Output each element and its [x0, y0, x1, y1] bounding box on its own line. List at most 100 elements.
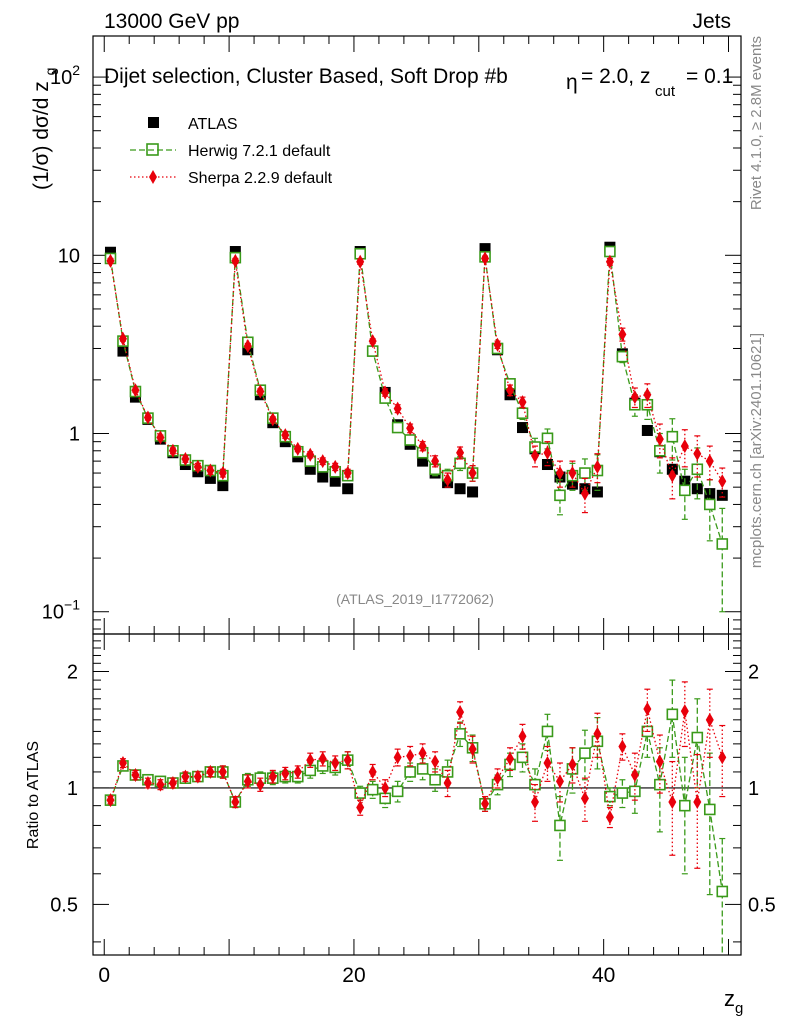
header-jets: Jets: [692, 10, 731, 33]
sherpa-point: [281, 428, 290, 443]
ratio-y-tick-label: 1: [67, 778, 78, 800]
sherpa-point: [555, 466, 564, 481]
sherpa-ratio-point: [580, 791, 589, 806]
legend-herwig-label: Herwig 7.2.1 default: [188, 143, 331, 160]
sherpa-point: [493, 337, 502, 352]
sherpa-ratio-point: [231, 794, 240, 809]
x-tick-label: 20: [342, 964, 365, 987]
atlas-point: [641, 424, 653, 436]
sherpa-point: [106, 253, 115, 268]
y-tick-label-exponent: −1: [64, 597, 80, 613]
herwig-ratio-point: [391, 785, 404, 798]
ratio-y-tick-label: 0.5: [50, 894, 78, 916]
legend-sherpa-marker: [149, 170, 157, 184]
atlas-point: [117, 345, 129, 357]
atlas-point: [304, 463, 316, 475]
sherpa-ratio-point: [306, 753, 315, 768]
sherpa-ratio-point: [243, 774, 252, 789]
sherpa-ratio-point: [481, 796, 490, 811]
sherpa-point: [693, 446, 702, 461]
herwig-point: [404, 434, 416, 446]
sherpa-point: [418, 439, 427, 454]
sherpa-ratio-point: [118, 756, 127, 771]
sherpa-point: [705, 454, 714, 469]
sherpa-ratio-point: [418, 746, 427, 761]
sherpa-point: [356, 254, 365, 269]
sherpa-point: [530, 448, 539, 463]
sherpa-point: [318, 454, 327, 469]
sherpa-point: [431, 454, 440, 469]
sherpa-ratio-point: [131, 768, 140, 783]
sherpa-ratio-point: [593, 726, 602, 741]
sherpa-point: [181, 451, 190, 466]
sherpa-ratio-point: [156, 777, 165, 792]
atlas-point: [329, 475, 341, 487]
rivet-version-label: Rivet 4.1.0, ≥ 2.8M events: [748, 36, 765, 210]
sherpa-point: [381, 385, 390, 400]
sherpa-ratio-point: [206, 764, 215, 779]
herwig-ratio-point: [703, 803, 716, 816]
sherpa-point: [443, 472, 452, 487]
sherpa-point: [456, 445, 465, 460]
sherpa-point: [118, 331, 127, 346]
sherpa-point: [643, 387, 652, 402]
sherpa-ratio-point: [506, 751, 515, 766]
sherpa-point: [168, 443, 177, 458]
y-tick-label: 102: [50, 62, 80, 89]
herwig-ratio-point: [541, 725, 554, 738]
sherpa-point: [618, 327, 627, 342]
sherpa-point: [518, 395, 527, 410]
atlas-point: [317, 471, 329, 483]
sherpa-point: [131, 383, 140, 398]
atlas-point: [342, 483, 354, 495]
herwig-ratio-point: [629, 785, 641, 798]
x-tick-label: 40: [592, 964, 615, 987]
sherpa-point: [206, 463, 215, 478]
herwig-point: [716, 538, 729, 550]
atlas-point: [217, 480, 229, 492]
plot-title-part1: Dijet selection, Cluster Based, Soft Dro…: [104, 65, 508, 88]
herwig-ratio-point: [429, 773, 441, 786]
sherpa-ratio-point: [468, 742, 477, 757]
sherpa-ratio-point: [218, 764, 227, 779]
sherpa-ratio-point: [256, 777, 265, 792]
sherpa-ratio-point: [693, 794, 702, 809]
herwig-point: [541, 432, 554, 445]
atlas-point: [591, 486, 603, 498]
legend: ATLAS Herwig 7.2.1 default Sherpa 2.2.9 …: [130, 116, 333, 187]
herwig-ratio-point: [516, 751, 529, 764]
sherpa-point: [293, 441, 302, 456]
sherpa-ratio-point: [680, 704, 689, 719]
sherpa-point: [193, 459, 202, 474]
sherpa-line: [109, 258, 723, 495]
svg-text:= 2.0, z: = 2.0, z: [581, 65, 650, 88]
sherpa-ratio-point: [193, 769, 202, 784]
herwig-point: [616, 350, 629, 363]
sherpa-point: [393, 401, 402, 416]
legend-atlas-label: ATLAS: [188, 116, 238, 133]
main-ylabel-text: (1/σ) dσ/d z: [30, 81, 53, 190]
y-tick-label: 10−1: [42, 597, 80, 624]
mcplots-label: mcplots.cern.ch [arXiv:2401.10621]: [748, 333, 765, 568]
sherpa-point: [680, 439, 689, 454]
analysis-watermark: (ATLAS_2019_I1772062): [336, 591, 494, 607]
plot-title-part3: = 0.1: [686, 65, 733, 88]
atlas-point: [229, 246, 241, 258]
sherpa-point: [668, 468, 677, 483]
sherpa-point: [580, 486, 589, 501]
sherpa-ratio-point: [493, 771, 502, 786]
atlas-point: [454, 483, 466, 495]
main-ylabel-sub: g: [42, 68, 58, 76]
legend-herwig-marker: [146, 143, 159, 156]
sherpa-ratio-point: [368, 764, 377, 779]
sherpa-ratio-point: [431, 754, 440, 769]
herwig-ratio-point: [416, 763, 429, 775]
herwig-point: [679, 484, 691, 497]
legend-sherpa-label: Sherpa 2.2.9 default: [188, 170, 333, 187]
herwig-ratio-point: [691, 731, 704, 744]
sherpa-point: [218, 466, 227, 481]
sherpa-ratio-point: [705, 712, 714, 727]
sherpa-point: [331, 459, 340, 474]
y-tick-label-exponent: 2: [72, 62, 80, 78]
